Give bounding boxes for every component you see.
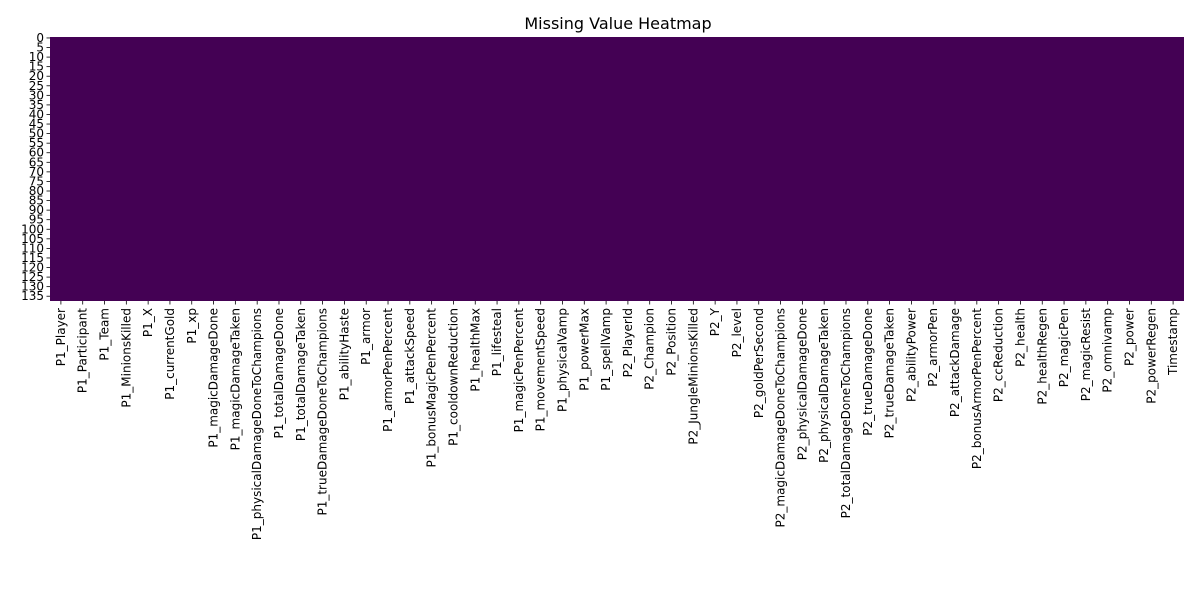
- x-tick-label: P1_totalDamageTaken: [294, 308, 308, 441]
- x-tick-label: P2_healthRegen: [1035, 308, 1049, 405]
- x-tick-label: P1_armorPenPercent: [381, 308, 395, 432]
- x-tick-label: P1_magicPenPercent: [512, 308, 526, 433]
- x-tick-label: P2_trueDamageTaken: [883, 308, 897, 438]
- x-tick-label: P1_currentGold: [163, 308, 177, 400]
- x-tick-label: P1_spellVamp: [599, 308, 613, 391]
- x-tick-label: P1_bonusMagicPenPercent: [425, 308, 439, 468]
- y-tick-label: 110: [21, 241, 44, 255]
- x-tick-label: P2_omnivamp: [1101, 308, 1115, 393]
- x-tick-label: P2_abilityPower: [904, 308, 918, 402]
- x-tick-label: P1_xp: [185, 308, 199, 344]
- x-tick-label: P1_armor: [359, 308, 373, 365]
- x-tick-label: P1_cooldownReduction: [446, 308, 460, 446]
- y-tick-label: 35: [29, 98, 44, 112]
- y-tick-label: 95: [29, 213, 44, 227]
- x-tick-label: P1_totalDamageDone: [272, 308, 286, 439]
- x-tick-label: P1_trueDamageDoneToChampions: [316, 308, 330, 516]
- x-tick-label: Timestamp: [1166, 308, 1180, 376]
- x-tick-label: P1_movementSpeed: [534, 308, 548, 431]
- x-tick-label: P2_trueDamageDone: [861, 308, 875, 436]
- x-tick-label: P2_JungleMinionsKilled: [686, 308, 700, 445]
- x-tick-label: P1_powerMax: [577, 308, 591, 391]
- x-tick-label: P2_goldPerSecond: [752, 308, 766, 418]
- x-tick-label: P2_physicalDamageTaken: [817, 308, 831, 463]
- y-tick-label: 30: [29, 88, 44, 102]
- x-tick-label: P1_X: [141, 308, 155, 337]
- x-tick-label: P1_abilityHaste: [337, 308, 351, 400]
- y-tick-label: 40: [29, 107, 44, 121]
- y-tick-label: 70: [29, 165, 44, 179]
- x-tick-label: P2_Y: [708, 307, 722, 336]
- x-tick-label: P2_health: [1013, 308, 1027, 367]
- y-tick-label: 105: [21, 232, 44, 246]
- y-tick-label: 10: [29, 50, 44, 64]
- x-tick-label: P1_healthMax: [468, 308, 482, 392]
- x-tick-label: P2_magicResist: [1079, 308, 1093, 401]
- x-tick-label: P2_magicDamageDoneToChampions: [774, 308, 788, 527]
- x-tick-label: P1_Participant: [76, 308, 90, 393]
- y-tick-label: 100: [21, 222, 44, 236]
- x-tick-label: P2_attackDamage: [948, 308, 962, 417]
- y-tick-label: 20: [29, 69, 44, 83]
- y-tick-label: 0: [36, 31, 44, 45]
- x-tick-label: P2_Champion: [643, 308, 657, 390]
- x-tick-label: P2_level: [730, 308, 744, 357]
- x-tick-label: P1_attackSpeed: [403, 308, 417, 404]
- x-tick-label: P2_power: [1122, 308, 1136, 366]
- x-tick-label: P1_MinionsKilled: [119, 308, 133, 408]
- y-tick-label: 65: [29, 155, 44, 169]
- y-tick-label: 5: [36, 41, 44, 55]
- x-tick-label: P2_powerRegen: [1144, 308, 1158, 404]
- x-tick-label: P2_physicalDamageDone: [795, 308, 809, 460]
- x-tick-label: P2_Position: [665, 308, 679, 376]
- y-tick-label: 120: [21, 261, 44, 275]
- y-tick-label: 125: [21, 270, 44, 284]
- x-tick-label: P2_magicPen: [1057, 308, 1071, 387]
- y-tick-label: 45: [29, 117, 44, 131]
- y-tick-label: 25: [29, 79, 44, 93]
- y-tick-label: 130: [21, 280, 44, 294]
- x-tick-label: P1_Player: [54, 308, 68, 366]
- y-tick-label: 135: [21, 289, 44, 303]
- y-tick-label: 55: [29, 136, 44, 150]
- x-tick-label: P1_physicalVamp: [555, 308, 569, 412]
- chart-title: Missing Value Heatmap: [524, 14, 711, 33]
- x-tick-label: P1_Team: [98, 308, 112, 361]
- x-tick-label: P2_bonusArmorPenPercent: [970, 308, 984, 469]
- y-tick-label: 15: [29, 60, 44, 74]
- x-tick-label: P1_magicDamageDone: [207, 308, 221, 448]
- x-tick-label: P2_ccReduction: [992, 308, 1006, 402]
- x-tick-label: P2_totalDamageDoneToChampions: [839, 308, 853, 518]
- x-tick-label: P2_armorPen: [926, 308, 940, 387]
- y-tick-label: 60: [29, 146, 44, 160]
- y-tick-label: 85: [29, 194, 44, 208]
- y-tick-label: 90: [29, 203, 44, 217]
- y-tick-label: 115: [21, 251, 44, 265]
- x-tick-label: P1_physicalDamageDoneToChampions: [250, 308, 264, 540]
- x-tick-label: P1_lifesteal: [490, 308, 504, 376]
- y-tick-label: 50: [29, 127, 44, 141]
- y-axis: 0510152025303540455055606570758085909510…: [21, 31, 50, 303]
- x-axis: P1_Player P1_Participant P1_Team P1_Minions…: [54, 301, 1180, 540]
- x-tick-label: P2_PlayerId: [621, 308, 635, 377]
- x-tick-label: P1_magicDamageTaken: [228, 308, 242, 450]
- y-tick-label: 80: [29, 184, 44, 198]
- heatmap-cells: [50, 37, 1184, 301]
- y-tick-label: 75: [29, 174, 44, 188]
